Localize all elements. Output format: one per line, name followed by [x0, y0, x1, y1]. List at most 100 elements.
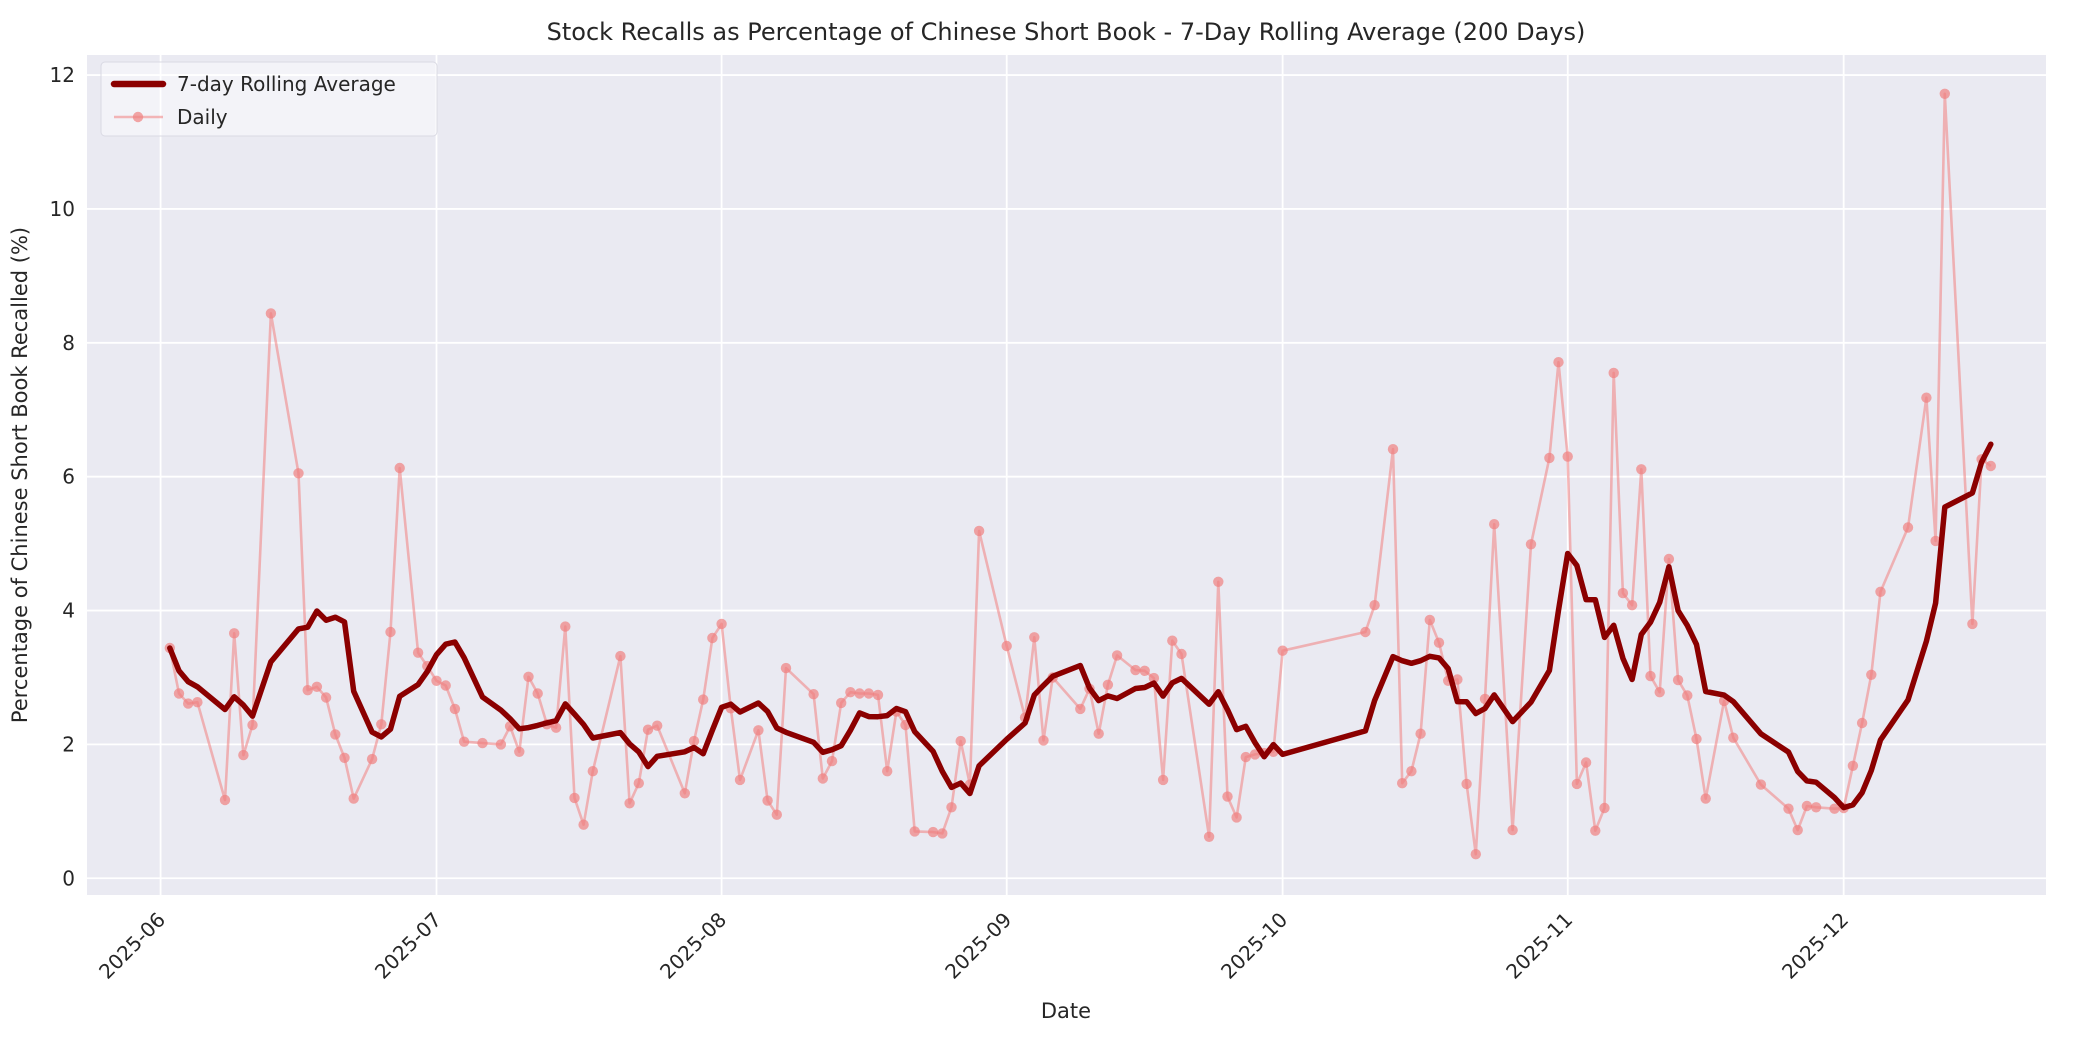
daily-marker: [219, 794, 231, 806]
daily-marker: [1093, 728, 1104, 739]
daily-marker: [1636, 464, 1647, 475]
daily-marker: [1029, 632, 1040, 643]
legend-frame: [100, 61, 438, 137]
daily-marker: [1433, 637, 1445, 648]
daily-marker: [339, 752, 350, 763]
daily-marker: [688, 735, 700, 747]
x-tick-label: 2025-12: [1777, 908, 1853, 984]
daily-marker: [1387, 444, 1399, 455]
daily-marker: [366, 753, 378, 765]
daily-marker: [449, 703, 461, 715]
daily-marker: [872, 689, 884, 701]
daily-marker: [1599, 802, 1610, 814]
x-axis-label: Date: [1041, 999, 1091, 1023]
y-tick-label: 10: [50, 197, 75, 221]
daily-marker: [836, 697, 847, 709]
daily-marker: [937, 828, 948, 839]
daily-marker: [679, 788, 690, 799]
y-tick-label: 6: [62, 465, 75, 489]
chart-title: Stock Recalls as Percentage of Chinese S…: [547, 18, 1586, 46]
daily-marker: [1461, 778, 1472, 790]
daily-marker: [1240, 751, 1252, 763]
daily-marker: [1930, 535, 1941, 547]
daily-marker: [1626, 600, 1638, 611]
y-tick-label: 0: [62, 866, 75, 890]
daily-marker: [826, 755, 838, 767]
daily-marker: [311, 681, 323, 692]
daily-marker: [293, 468, 304, 479]
daily-marker: [1847, 760, 1859, 771]
daily-marker: [183, 698, 194, 709]
y-tick-label: 4: [62, 599, 75, 623]
daily-marker: [1691, 733, 1702, 745]
daily-marker: [1553, 357, 1564, 368]
daily-marker: [946, 802, 957, 813]
daily-marker: [633, 778, 644, 789]
daily-marker: [385, 626, 396, 638]
daily-marker: [734, 774, 746, 786]
daily-marker: [753, 725, 764, 736]
daily-marker: [845, 687, 856, 698]
legend-label-daily: Daily: [177, 105, 228, 129]
daily-marker: [882, 766, 893, 777]
y-axis-label: Percentage of Chinese Short Book Recalle…: [8, 227, 32, 723]
daily-marker: [1939, 88, 1951, 100]
x-tick-label: 2025-09: [940, 908, 1016, 984]
daily-marker: [348, 793, 359, 804]
daily-marker: [1728, 732, 1739, 743]
daily-marker: [1617, 587, 1629, 599]
rolling-series: [167, 441, 1994, 811]
daily-marker: [1525, 539, 1537, 550]
daily-marker: [1415, 728, 1426, 739]
x-tick-label: 2025-08: [655, 908, 731, 984]
daily-marker: [569, 792, 580, 804]
daily-marker: [808, 689, 819, 700]
daily-marker: [817, 773, 828, 784]
daily-marker: [1902, 522, 1914, 533]
plot-area: [87, 55, 2046, 895]
daily-marker: [1663, 553, 1675, 565]
daily-marker: [1590, 825, 1601, 836]
daily-marker: [173, 688, 185, 699]
daily-marker: [1360, 626, 1371, 638]
daily-marker: [412, 647, 424, 658]
daily-marker: [1562, 451, 1573, 462]
x-tick-label: 2025-10: [1216, 908, 1292, 984]
daily-marker: [320, 692, 332, 703]
daily-marker: [1102, 679, 1114, 690]
daily-marker: [1580, 757, 1592, 768]
daily-marker: [1672, 674, 1684, 686]
daily-marker: [1176, 648, 1187, 660]
daily-marker: [716, 618, 727, 630]
daily-marker: [1203, 831, 1215, 842]
legend: 7-day Rolling Average Daily: [100, 61, 438, 137]
daily-marker: [1489, 519, 1500, 530]
x-tick-label: 2025-07: [370, 908, 446, 984]
daily-marker: [771, 809, 782, 820]
daily-marker: [394, 462, 405, 474]
daily-marker: [1792, 824, 1803, 836]
daily-marker: [1571, 778, 1583, 790]
daily-marker: [955, 735, 966, 747]
daily-marker: [762, 795, 773, 806]
daily-marker: [578, 819, 589, 830]
legend-daily-marker: [132, 111, 144, 123]
daily-marker: [1755, 779, 1767, 790]
daily-marker: [1139, 665, 1150, 676]
daily-marker: [514, 746, 525, 757]
daily-marker: [1801, 800, 1813, 812]
daily-marker: [458, 736, 470, 747]
daily-marker: [1231, 812, 1242, 823]
daily-marker: [330, 729, 341, 740]
y-tick-label: 8: [62, 331, 75, 355]
daily-marker: [1397, 778, 1408, 789]
daily-marker: [560, 621, 571, 632]
daily-marker: [1148, 672, 1160, 684]
daily-marker: [1856, 717, 1868, 729]
daily-marker: [238, 749, 249, 761]
daily-marker: [927, 826, 939, 838]
daily-marker: [376, 719, 387, 730]
daily-marker: [1866, 669, 1877, 680]
daily-marker: [642, 724, 654, 735]
daily-marker: [1406, 766, 1417, 777]
